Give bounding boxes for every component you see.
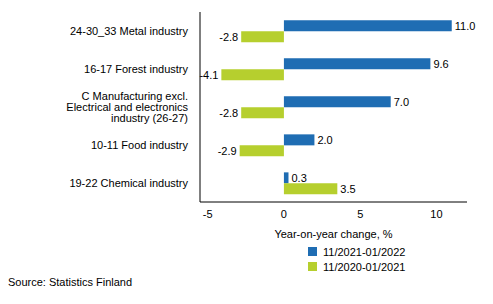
svg-text:0.3: 0.3 — [291, 172, 306, 184]
svg-text:Year-on-year change, %: Year-on-year change, % — [274, 228, 392, 240]
html-text:11/2020-01/2021: 11/2020-01/2021 — [323, 260, 406, 273]
svg-text:24-30_33 Metal industry: 24-30_33 Metal industry — [70, 25, 189, 37]
svg-text:2.0: 2.0 — [317, 134, 332, 146]
svg-text:-2.9: -2.9 — [218, 145, 237, 157]
svg-text:16-17 Forest industry: 16-17 Forest industry — [84, 63, 188, 75]
svg-text:-2.8: -2.8 — [219, 31, 238, 43]
html-text:11/2021-01/2022: 11/2021-01/2022 — [323, 245, 406, 258]
svg-text:C Manufacturing excl.Electrica: C Manufacturing excl.Electrical and elec… — [66, 90, 188, 124]
svg-text:9.6: 9.6 — [433, 58, 448, 70]
html-text:Source: Statistics Finland: Source: Statistics Finland — [8, 276, 133, 288]
svg-text:7.0: 7.0 — [394, 96, 409, 108]
svg-text:11.0: 11.0 — [455, 20, 476, 32]
svg-text:-2.8: -2.8 — [219, 107, 238, 119]
svg-text:5: 5 — [357, 208, 363, 220]
svg-text:10: 10 — [430, 208, 442, 220]
svg-text:3.5: 3.5 — [340, 183, 355, 195]
svg-text:0: 0 — [281, 208, 287, 220]
svg-text:19-22 Chemical industry: 19-22 Chemical industry — [69, 177, 188, 189]
svg-text:10-11 Food industry: 10-11 Food industry — [91, 139, 189, 151]
svg-text:-4.1: -4.1 — [199, 69, 218, 81]
svg-text:-5: -5 — [203, 208, 213, 220]
